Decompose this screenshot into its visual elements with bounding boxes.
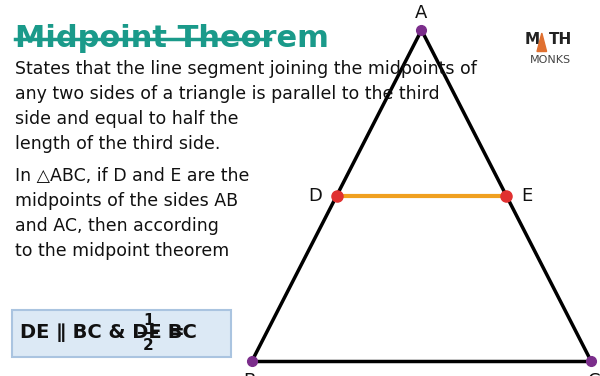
Text: E: E [521, 186, 533, 205]
Text: States that the line segment joining the midpoints of
any two sides of a triangl: States that the line segment joining the… [15, 60, 477, 153]
Text: TH: TH [549, 32, 572, 47]
Text: Midpoint Theorem: Midpoint Theorem [15, 24, 329, 53]
Text: A: A [415, 4, 428, 22]
Text: C: C [588, 372, 600, 376]
Text: BC: BC [161, 323, 197, 342]
Text: M: M [525, 32, 540, 47]
FancyBboxPatch shape [12, 310, 231, 357]
Text: 1: 1 [143, 313, 154, 328]
Text: In △ABC, if D and E are the
midpoints of the sides AB
and AC, then according
to : In △ABC, if D and E are the midpoints of… [15, 167, 250, 260]
Text: MONKS: MONKS [530, 55, 571, 65]
Text: D: D [308, 186, 322, 205]
Text: B: B [243, 372, 255, 376]
Text: 2: 2 [143, 338, 154, 353]
Polygon shape [537, 33, 547, 52]
Text: DE ∥ BC & DE =: DE ∥ BC & DE = [20, 323, 191, 342]
